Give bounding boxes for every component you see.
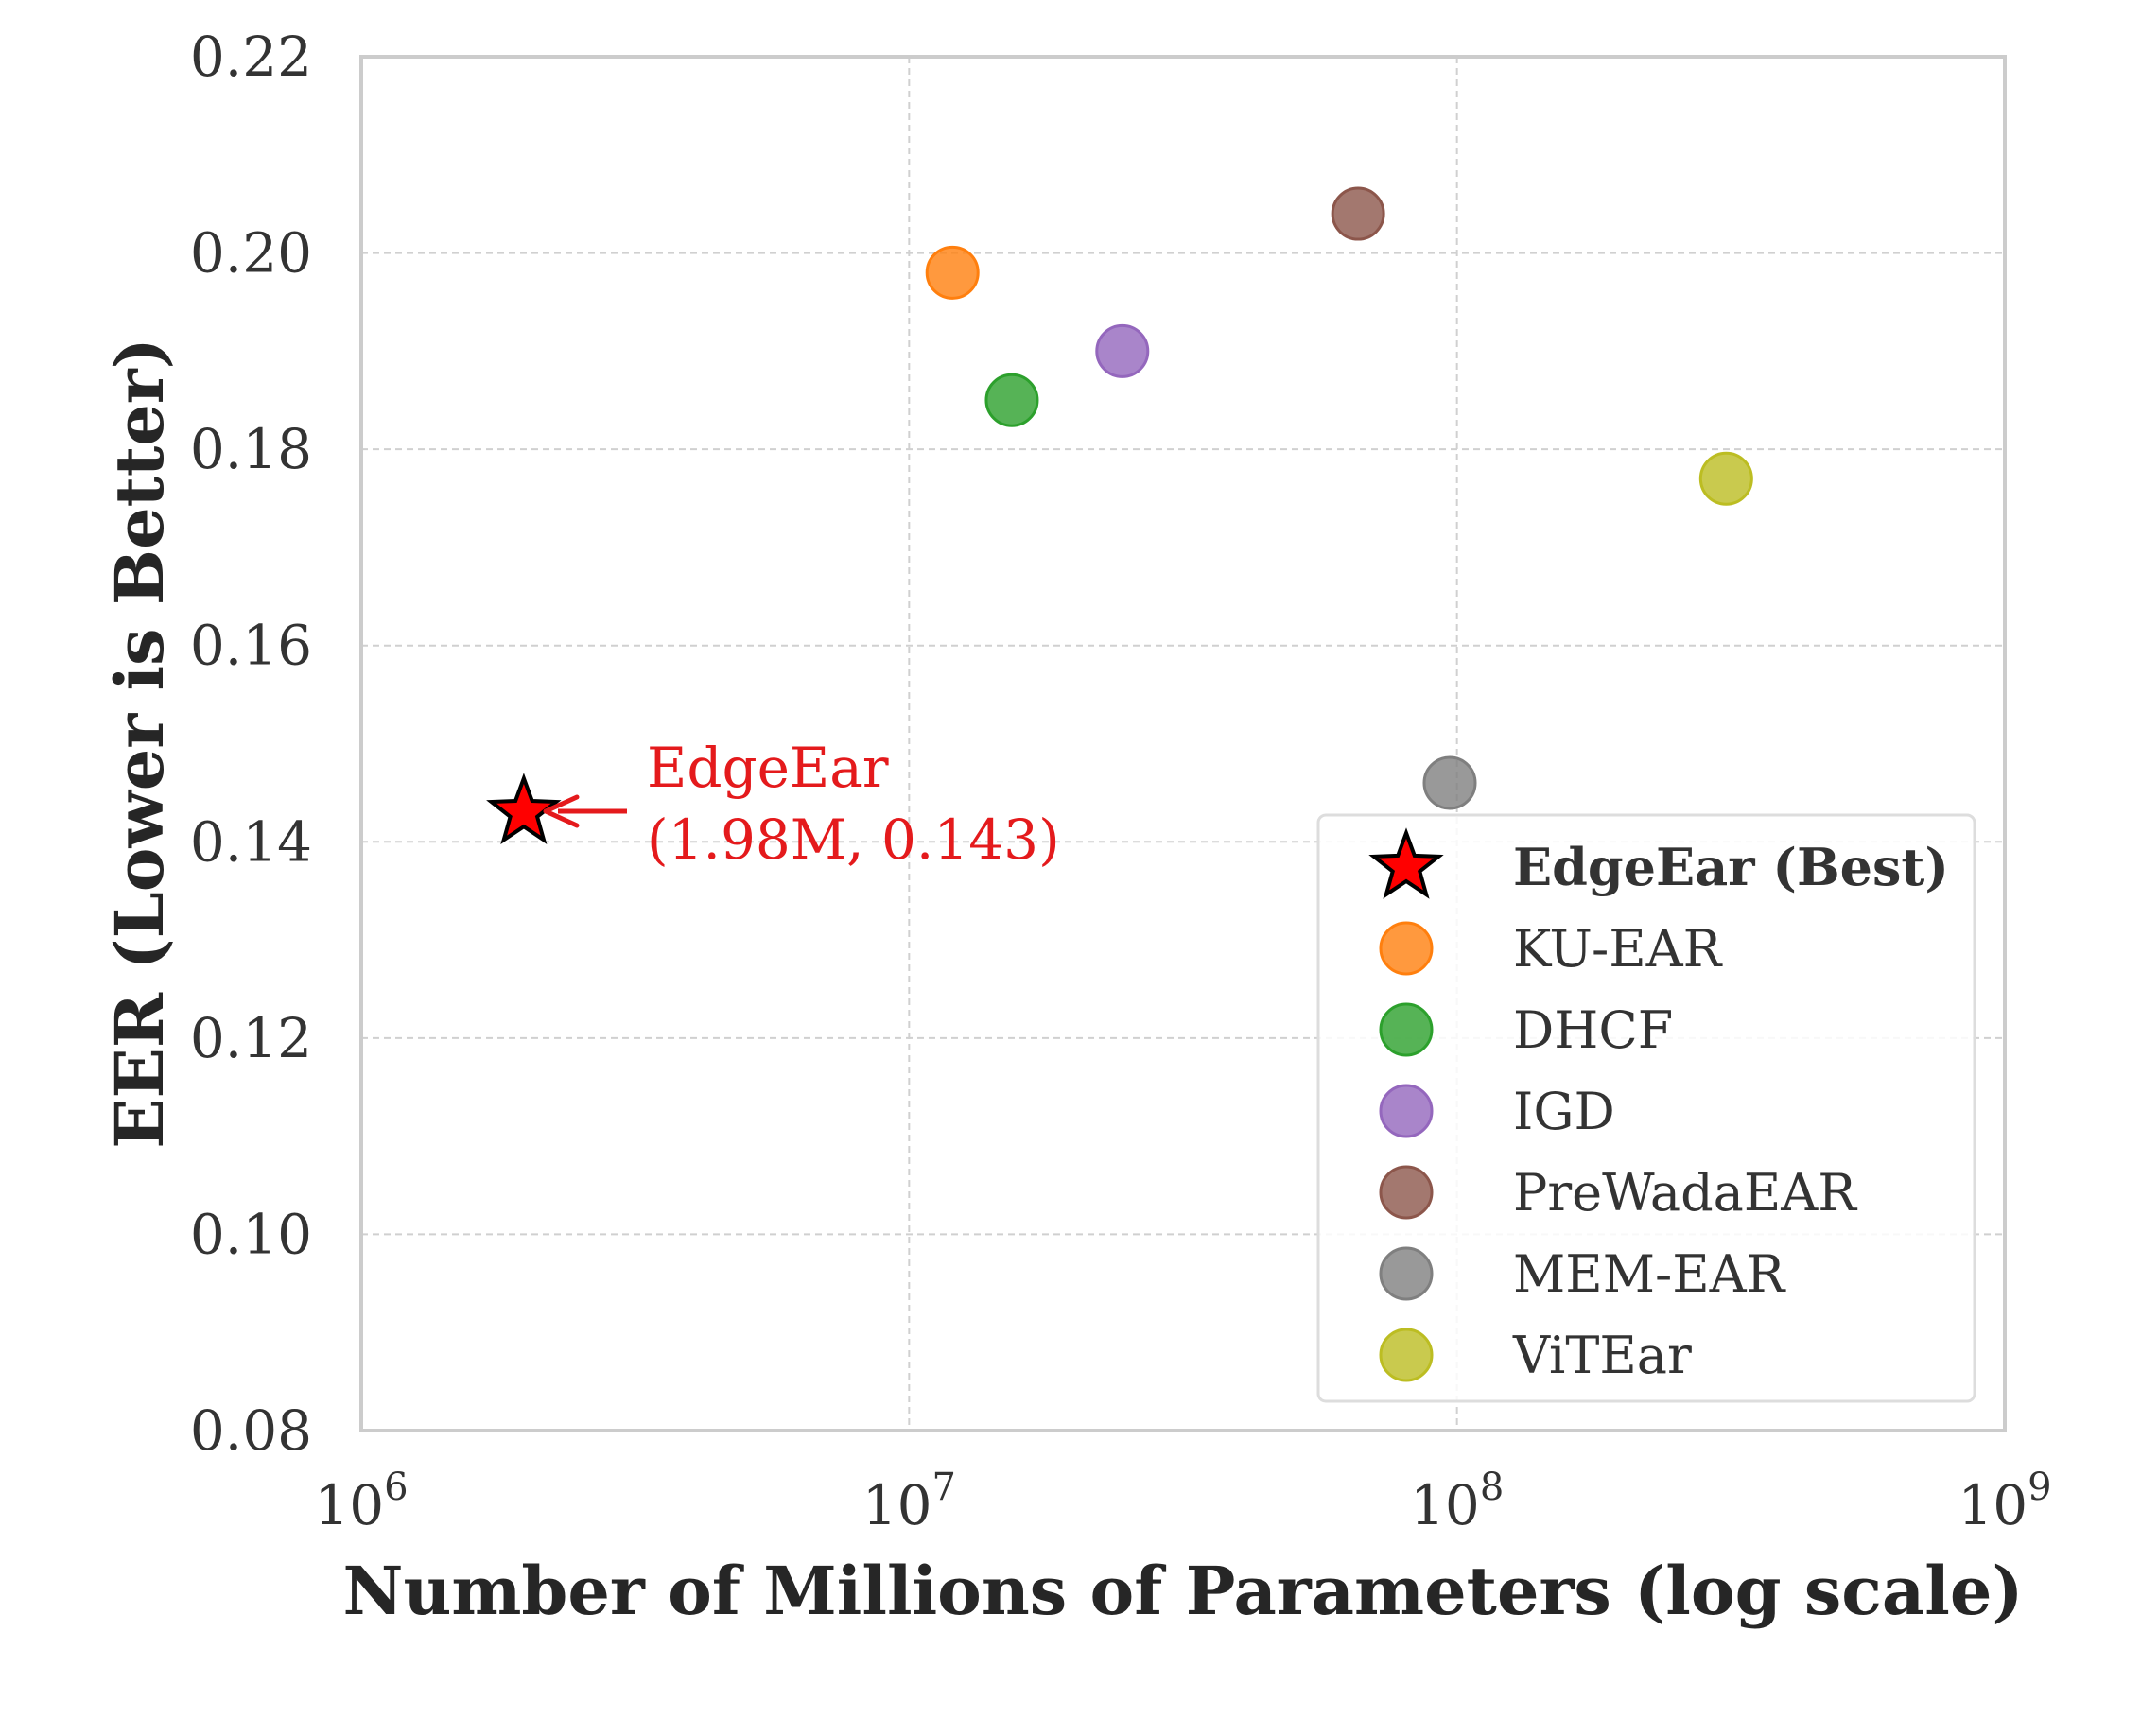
annotation-coords: (1.98M, 0.143)	[647, 807, 1060, 872]
annotation: EdgeEar (1.98M, 0.143)	[543, 736, 1060, 872]
data-point	[1422, 755, 1477, 810]
data-point	[925, 245, 980, 300]
data-point-star	[486, 773, 562, 844]
grid-lines	[361, 57, 2005, 1431]
legend-label: EdgeEar (Best)	[1513, 837, 1949, 897]
x-axis-ticks: 106 107 108 109	[314, 1466, 2051, 1537]
data-point	[1331, 186, 1385, 241]
legend-marker	[1379, 1328, 1434, 1382]
legend-label: MEM-EAR	[1513, 1244, 1786, 1304]
data-point	[1095, 323, 1150, 378]
y-axis-ticks: 0.08 0.10 0.12 0.14 0.16 0.18 0.20 0.22	[190, 25, 312, 1463]
data-point	[984, 373, 1039, 427]
annotation-arrow-head	[543, 794, 580, 828]
legend-marker	[1379, 921, 1434, 976]
annotation-label: EdgeEar	[647, 736, 889, 800]
y-axis-title: EER (Lower is Better)	[100, 338, 179, 1149]
legend-marker-star	[1368, 827, 1444, 899]
legend-label: IGD	[1513, 1082, 1615, 1141]
x-tick-label: 106	[314, 1466, 408, 1537]
x-tick-label: 107	[862, 1466, 956, 1537]
legend-label: KU-EAR	[1513, 919, 1723, 979]
y-tick-label: 0.20	[190, 221, 312, 286]
legend-marker	[1379, 1084, 1434, 1138]
data-points	[486, 186, 1753, 844]
x-tick-label: 109	[1958, 1466, 2051, 1537]
legend-marker	[1379, 1165, 1434, 1220]
y-tick-label: 0.10	[190, 1202, 312, 1266]
y-tick-label: 0.16	[190, 614, 312, 678]
legend-marker	[1379, 1246, 1434, 1301]
y-tick-label: 0.12	[190, 1006, 312, 1070]
plot-area-frame	[359, 55, 2007, 1432]
y-tick-label: 0.14	[190, 809, 312, 874]
y-tick-label: 0.08	[190, 1398, 312, 1463]
legend-label: PreWadaEAR	[1513, 1163, 1857, 1223]
legend-label: DHCF	[1513, 1000, 1673, 1060]
y-tick-label: 0.22	[190, 25, 312, 89]
legend-label: ViTEar	[1512, 1326, 1692, 1385]
x-tick-label: 108	[1410, 1466, 1504, 1537]
legend-box	[1316, 813, 1976, 1403]
legend: EdgeEar (Best) KU-EAR DHCF IGD PreWadaEAR MEM…	[1316, 813, 1976, 1403]
x-axis-title: Number of Millions of Parameters (log sc…	[342, 1552, 2023, 1630]
data-point	[1698, 451, 1753, 506]
legend-marker	[1379, 1002, 1434, 1057]
y-tick-label: 0.18	[190, 417, 312, 481]
